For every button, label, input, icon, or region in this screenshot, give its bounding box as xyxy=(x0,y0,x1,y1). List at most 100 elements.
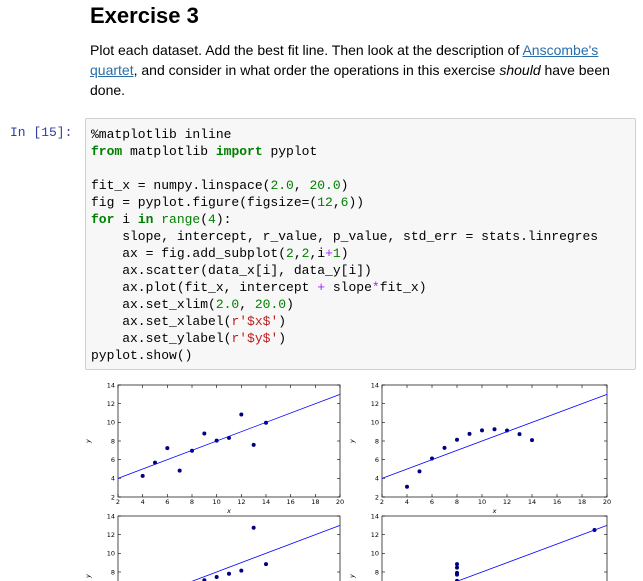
code-token: fit_x) xyxy=(379,280,427,295)
point xyxy=(264,562,268,567)
axes-frame xyxy=(381,384,608,498)
text: , and consider in what order the operati… xyxy=(133,62,500,78)
x-tick-label: 12 xyxy=(237,498,245,506)
y-tick-label: 8 xyxy=(375,568,379,576)
code-token: ax.set_xlabel( xyxy=(91,314,232,329)
y-tick-label: 14 xyxy=(371,512,379,520)
code-line: fit_x = numpy.linspace(2.0, 20.0) xyxy=(91,177,598,194)
code-token: for xyxy=(91,212,115,227)
code-token: from xyxy=(91,144,123,159)
text: have been xyxy=(540,62,610,78)
code-token: ) xyxy=(340,178,349,193)
code-token: ) xyxy=(340,246,349,261)
x-tick-label: 6 xyxy=(430,498,434,506)
link[interactable]: Anscombe's xyxy=(522,42,599,58)
point xyxy=(251,525,256,530)
y-tick-label: 8 xyxy=(111,568,115,576)
axes-frame xyxy=(117,384,341,498)
code-token: import xyxy=(215,144,263,159)
fit-line xyxy=(117,393,341,479)
code-token: , xyxy=(293,178,310,193)
link[interactable]: quartet xyxy=(90,62,134,78)
point xyxy=(530,438,534,443)
x-tick-label: 4 xyxy=(405,498,409,506)
code-token: ax = fig.add_subplot( xyxy=(91,246,287,261)
y-tick-label: 14 xyxy=(107,381,115,389)
code-token: , xyxy=(332,195,341,210)
code-token: 12 xyxy=(317,195,333,210)
y-axis-label: y xyxy=(348,439,356,444)
code-token: range xyxy=(153,212,201,227)
code-line: slope, intercept, r_value, p_value, std_… xyxy=(91,228,598,245)
y-tick-label: 6 xyxy=(375,456,379,464)
point xyxy=(455,578,459,581)
code-token: matplotlib xyxy=(122,144,216,159)
code-token: ) xyxy=(278,314,287,329)
y-tick-label: 10 xyxy=(107,419,115,427)
code-token: ax.set_ylabel( xyxy=(91,331,232,346)
y-tick-label: 2 xyxy=(111,493,115,501)
x-tick-label: 10 xyxy=(213,498,221,506)
code-line: pyplot.show() xyxy=(91,347,598,364)
input-prompt: In [15]: xyxy=(10,125,73,140)
fit-line xyxy=(381,393,608,479)
x-axis-label: x xyxy=(492,507,497,515)
y-tick-label: 12 xyxy=(371,531,379,539)
code-line: ax.scatter(data_x[i], data_y[i]) xyxy=(91,262,598,279)
code-line: fig = pyplot.figure(figsize=(12,6)) xyxy=(91,194,598,211)
code-token: %matplotlib inline xyxy=(91,127,232,142)
point xyxy=(467,431,472,436)
code-token: ax.scatter(data_x[i], data_y[i]) xyxy=(91,263,372,278)
code-token: 20.0 xyxy=(309,178,341,193)
point xyxy=(442,445,447,450)
x-tick-label: 18 xyxy=(578,498,586,506)
code-cell[interactable]: %matplotlib inline from matplotlib import… xyxy=(85,118,636,370)
code-token: ax.plot(fit_x, intercept xyxy=(91,280,318,295)
point xyxy=(202,578,207,581)
code-token: 6 xyxy=(340,195,349,210)
text: done. xyxy=(90,82,126,98)
code-token: ) xyxy=(286,297,294,312)
y-tick-label: 8 xyxy=(375,437,379,445)
y-axis-label: y xyxy=(84,574,92,579)
code-token: fig = pyplot.figure(figsize=( xyxy=(91,195,318,210)
x-tick-label: 6 xyxy=(165,498,169,506)
code-line: for i in range(4): xyxy=(91,211,598,228)
y-tick-label: 12 xyxy=(371,400,379,408)
code-token: 2.0 xyxy=(270,178,294,193)
code-line: ax.set_xlim(2.0, 20.0) xyxy=(91,296,598,313)
y-tick-label: 10 xyxy=(371,550,379,558)
x-tick-label: 16 xyxy=(287,498,295,506)
code-token: , xyxy=(293,246,302,261)
y-axis-label: y xyxy=(84,439,92,444)
point xyxy=(202,431,207,436)
x-tick-label: 2 xyxy=(380,498,384,506)
fit-line xyxy=(191,524,341,581)
code-token: ,i xyxy=(309,246,326,261)
y-axis-label: y xyxy=(348,574,356,579)
y-tick-label: 2 xyxy=(375,493,379,501)
text: Plot each dataset. Add the best fit line… xyxy=(90,42,523,58)
code-token: + xyxy=(325,246,333,261)
point xyxy=(405,484,409,489)
x-tick-label: 4 xyxy=(141,498,145,506)
point xyxy=(239,568,244,573)
x-tick-label: 12 xyxy=(503,498,511,506)
x-tick-label: 18 xyxy=(311,498,319,506)
code-line: ax.plot(fit_x, intercept + slope*fit_x) xyxy=(91,279,598,296)
x-tick-label: 16 xyxy=(553,498,561,506)
x-tick-label: 2 xyxy=(116,498,120,506)
code-line: ax.set_ylabel(r'$y$') xyxy=(91,330,598,347)
heading: Exercise 3 xyxy=(90,3,199,28)
point xyxy=(480,428,484,433)
code-token: ): xyxy=(215,212,232,227)
code-token: i xyxy=(114,212,138,227)
point xyxy=(177,468,182,473)
code-token: fit_x = numpy.linspace( xyxy=(91,178,271,193)
code-token: , xyxy=(239,297,255,312)
code-token: 2.0 xyxy=(215,297,240,312)
code-token: ( xyxy=(200,212,209,227)
code-token: 2 xyxy=(301,246,310,261)
point xyxy=(214,575,219,580)
